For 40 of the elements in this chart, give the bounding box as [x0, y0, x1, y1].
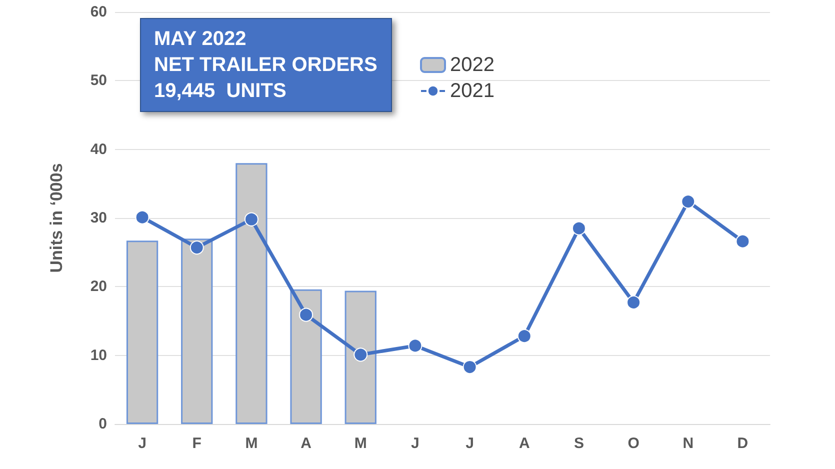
- point: [190, 240, 204, 255]
- legend-label: 2021: [450, 80, 494, 102]
- point: [462, 360, 477, 374]
- x-tick-label: D: [737, 435, 748, 452]
- x-tick-label: M: [354, 435, 367, 452]
- x-tick-label: O: [628, 435, 640, 452]
- bar: [236, 163, 268, 424]
- bar: [290, 289, 322, 424]
- point: [517, 329, 532, 344]
- point: [135, 210, 150, 224]
- x-tick-label: J: [138, 435, 146, 452]
- legend-label: 2022: [450, 54, 494, 76]
- point: [354, 348, 368, 362]
- y-tick-label: 50: [90, 72, 107, 90]
- y-tick-label: 20: [90, 278, 107, 296]
- point: [299, 308, 314, 322]
- point: [626, 295, 641, 310]
- x-tick-label: J: [466, 435, 474, 452]
- point: [572, 221, 586, 236]
- x-tick-label: S: [574, 435, 584, 452]
- y-tick-label: 60: [90, 4, 107, 20]
- x-tick-label: A: [300, 435, 312, 452]
- y-axis-title: Units in ‘000s: [47, 163, 66, 273]
- point: [736, 234, 750, 248]
- x-tick-label: J: [411, 435, 420, 452]
- y-tick-label: 30: [90, 210, 107, 226]
- x-tick-label: M: [245, 435, 258, 452]
- x-tick-label: A: [518, 435, 530, 452]
- point: [408, 338, 422, 353]
- bar: [344, 290, 376, 424]
- point: [244, 212, 258, 226]
- y-tick-label: 40: [90, 140, 107, 158]
- y-tick-label: 0: [98, 416, 107, 432]
- x-tick-label: N: [682, 435, 694, 452]
- point: [681, 194, 696, 209]
- y-tick-label: 10: [90, 346, 107, 364]
- bar: [126, 240, 158, 424]
- x-tick-label: F: [192, 435, 202, 452]
- text: MAY 2022 NET TRAILER ORDERS 19,445 UNITS: [154, 28, 378, 102]
- bar: [181, 238, 213, 424]
